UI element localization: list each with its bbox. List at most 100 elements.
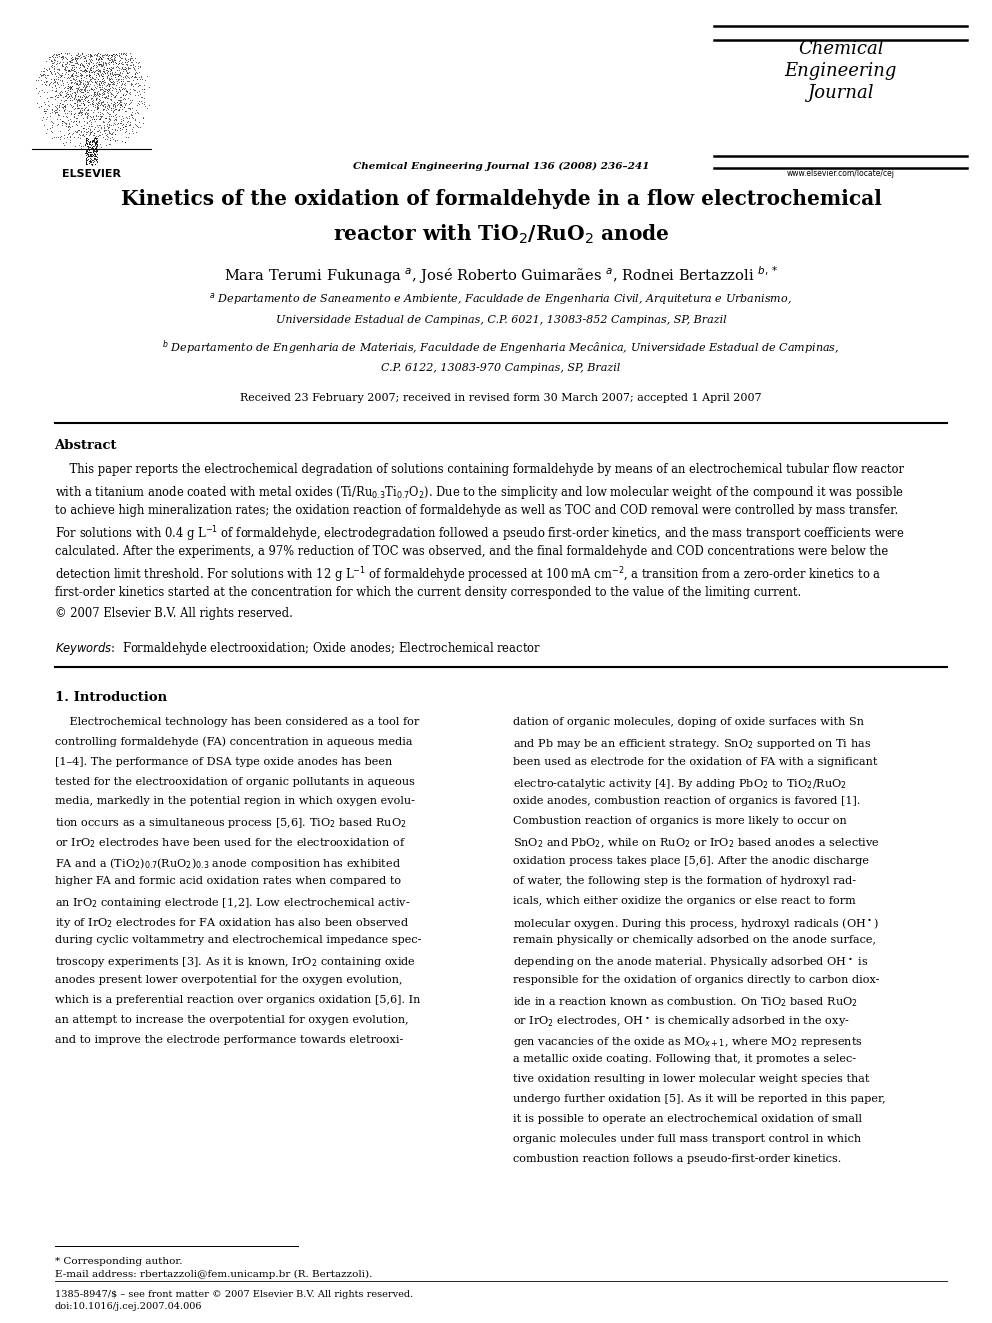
Point xyxy=(55,111,70,132)
Point xyxy=(111,45,127,66)
Point xyxy=(78,130,94,151)
Point xyxy=(84,138,100,159)
Point xyxy=(58,46,73,67)
Point xyxy=(98,79,114,101)
Point xyxy=(110,53,126,74)
Point xyxy=(116,58,132,79)
Point xyxy=(53,46,68,67)
Point xyxy=(44,50,60,71)
Point xyxy=(73,71,89,93)
Point xyxy=(83,45,99,66)
Point xyxy=(98,124,114,146)
Point xyxy=(63,69,79,90)
Point xyxy=(72,44,88,65)
Point xyxy=(57,135,72,156)
Point xyxy=(108,52,124,73)
Point xyxy=(105,77,121,98)
Point xyxy=(63,65,79,86)
Point xyxy=(113,112,129,134)
Point xyxy=(113,58,129,79)
Point xyxy=(102,58,118,79)
Text: electro-catalytic activity [4]. By adding PbO$_2$ to TiO$_2$/RuO$_2$: electro-catalytic activity [4]. By addin… xyxy=(514,777,847,791)
Point xyxy=(89,98,105,119)
Point xyxy=(120,70,136,91)
Point xyxy=(70,103,86,124)
Point xyxy=(65,126,81,147)
Point xyxy=(62,131,78,152)
Point xyxy=(92,102,108,123)
Text: $\it{Keywords}$:  Formaldehyde electrooxidation; Oxide anodes; Electrochemical r: $\it{Keywords}$: Formaldehyde electrooxi… xyxy=(55,640,541,658)
Point xyxy=(51,46,66,67)
Point xyxy=(102,128,118,149)
Point xyxy=(112,87,128,108)
Point xyxy=(101,97,117,118)
Point xyxy=(67,46,83,67)
Point xyxy=(58,57,73,78)
Point xyxy=(84,53,100,74)
Point xyxy=(76,118,92,139)
Text: depending on the anode material. Physically adsorbed OH$^\bullet$ is: depending on the anode material. Physica… xyxy=(514,955,869,970)
Point xyxy=(113,77,129,98)
Point xyxy=(68,57,84,78)
Point xyxy=(103,46,119,67)
Point xyxy=(39,67,55,89)
Point xyxy=(65,49,81,70)
Text: tested for the electrooxidation of organic pollutants in aqueous: tested for the electrooxidation of organ… xyxy=(55,777,415,787)
Point xyxy=(88,87,104,108)
Point xyxy=(77,131,93,152)
Point xyxy=(126,56,142,77)
Point xyxy=(47,102,62,123)
Point xyxy=(51,44,66,65)
Point xyxy=(37,115,53,136)
Point xyxy=(76,99,92,120)
Point xyxy=(88,54,104,75)
Point xyxy=(105,128,121,149)
Point xyxy=(77,147,93,168)
Point xyxy=(52,95,67,116)
Point xyxy=(72,93,88,114)
Point xyxy=(112,94,128,115)
Point xyxy=(62,86,78,107)
Point xyxy=(81,140,97,161)
Point xyxy=(79,112,95,134)
Point xyxy=(58,89,73,110)
Point xyxy=(75,126,91,147)
Point xyxy=(36,64,52,85)
Point xyxy=(117,101,133,122)
Point xyxy=(83,60,99,81)
Point xyxy=(78,144,94,165)
Point xyxy=(105,71,121,93)
Point xyxy=(107,86,123,107)
Point xyxy=(83,61,99,82)
Point xyxy=(93,116,109,138)
Text: it is possible to operate an electrochemical oxidation of small: it is possible to operate an electrochem… xyxy=(514,1114,862,1125)
Point xyxy=(84,56,100,77)
Point xyxy=(87,116,103,138)
Point xyxy=(73,65,89,86)
Point xyxy=(130,85,146,106)
Point xyxy=(44,86,60,107)
Point xyxy=(77,48,93,69)
Point xyxy=(90,93,106,114)
Point xyxy=(100,120,116,142)
Point xyxy=(101,78,117,99)
Point xyxy=(88,48,104,69)
Point xyxy=(95,58,111,79)
Point xyxy=(88,71,104,93)
Text: first-order kinetics started at the concentration for which the current density : first-order kinetics started at the conc… xyxy=(55,586,801,599)
Point xyxy=(85,67,101,89)
Point xyxy=(83,78,99,99)
Point xyxy=(103,89,119,110)
Point xyxy=(67,65,83,86)
Point xyxy=(67,50,83,71)
Text: ity of IrO$_2$ electrodes for FA oxidation has also been observed: ity of IrO$_2$ electrodes for FA oxidati… xyxy=(55,916,409,930)
Point xyxy=(68,82,84,103)
Point xyxy=(53,89,68,110)
Point xyxy=(90,67,106,89)
Point xyxy=(78,65,94,86)
Point xyxy=(57,95,72,116)
Point xyxy=(66,69,82,90)
Point xyxy=(72,53,88,74)
Point xyxy=(112,90,128,111)
Point xyxy=(79,144,95,165)
